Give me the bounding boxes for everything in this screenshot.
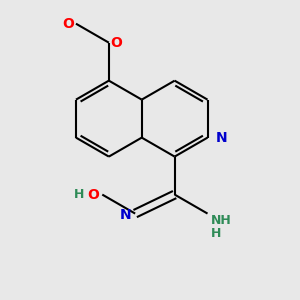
Text: N: N — [216, 130, 227, 145]
Text: H: H — [74, 188, 84, 201]
Text: O: O — [87, 188, 99, 202]
Text: NH: NH — [211, 214, 232, 226]
Text: O: O — [110, 36, 122, 50]
Text: N: N — [120, 208, 132, 222]
Text: H: H — [211, 227, 221, 240]
Text: O: O — [62, 17, 74, 31]
